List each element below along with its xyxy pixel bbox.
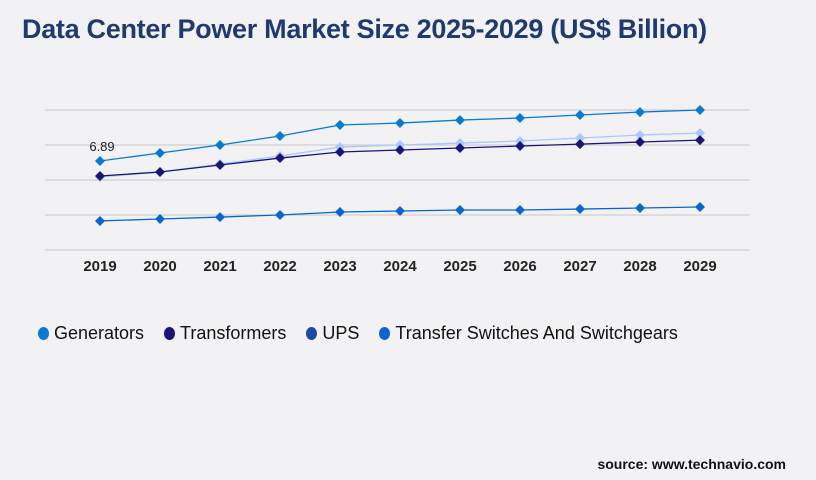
data-point <box>575 133 585 144</box>
data-point <box>335 146 345 157</box>
data-point <box>635 107 645 118</box>
x-tick-label: 2028 <box>623 258 656 275</box>
chart-title: Data Center Power Market Size 2025-2029 … <box>22 14 707 44</box>
data-point <box>455 115 465 126</box>
data-point <box>575 139 585 150</box>
legend-label: Generators <box>54 323 145 343</box>
source-label: source: www.technavio.com <box>597 456 786 472</box>
data-point <box>275 210 285 220</box>
data-point <box>455 204 465 215</box>
data-point <box>95 215 105 226</box>
data-point <box>635 203 645 214</box>
x-tick-label: 2022 <box>263 258 296 275</box>
data-point <box>695 105 705 115</box>
x-tick-label: 2020 <box>143 258 176 275</box>
legend: Generators Transformers UPS Transfer Switch… <box>38 323 678 344</box>
data-point <box>455 142 465 153</box>
data-point <box>575 204 585 215</box>
legend-item: Transformers <box>164 323 286 344</box>
data-point <box>275 153 285 164</box>
legend-label: Transfer Switches And Switchgears <box>395 323 678 343</box>
data-point <box>635 137 645 148</box>
x-tick-label: 2021 <box>203 258 236 275</box>
data-point <box>335 207 345 218</box>
data-point <box>155 214 165 225</box>
data-point <box>95 170 105 181</box>
line-chart: 2019 2020 2021 2022 2023 2024 2025 2026 2027 2028… <box>45 105 750 275</box>
x-tick-label: 2025 <box>443 258 476 275</box>
legend-marker-icon <box>379 327 391 340</box>
data-point <box>155 148 165 159</box>
legend-marker-icon <box>164 327 176 340</box>
data-point <box>695 127 705 138</box>
legend-item: UPS <box>306 323 359 344</box>
data-point <box>395 140 405 150</box>
legend-marker-icon <box>306 327 318 340</box>
data-label: 6.89 <box>89 139 114 154</box>
data-point <box>275 130 285 141</box>
data-point <box>635 130 645 141</box>
data-point <box>215 140 225 150</box>
data-point <box>515 135 525 146</box>
x-tick-label: 2024 <box>383 258 417 275</box>
data-point <box>95 156 105 167</box>
data-point <box>515 141 525 152</box>
data-point <box>575 110 585 121</box>
data-point <box>155 166 165 177</box>
x-tick-label: 2027 <box>563 258 596 275</box>
legend-marker-icon <box>38 327 49 340</box>
data-point <box>695 201 705 212</box>
data-point <box>335 119 345 130</box>
x-tick-label: 2019 <box>83 258 116 275</box>
legend-label: UPS <box>322 323 360 343</box>
data-point <box>215 212 225 223</box>
data-point <box>215 160 225 171</box>
x-tick-label: 2026 <box>503 258 536 275</box>
data-point <box>395 205 405 216</box>
data-point <box>395 145 405 156</box>
x-tick-label: 2029 <box>683 258 716 275</box>
data-point <box>515 204 525 215</box>
data-point <box>395 118 405 129</box>
data-point <box>515 113 525 124</box>
legend-label: Transformers <box>180 323 287 343</box>
x-tick-label: 2023 <box>323 258 356 275</box>
data-point <box>695 135 705 146</box>
legend-item: Generators <box>38 323 144 344</box>
legend-item: Transfer Switches And Switchgears <box>379 323 678 344</box>
